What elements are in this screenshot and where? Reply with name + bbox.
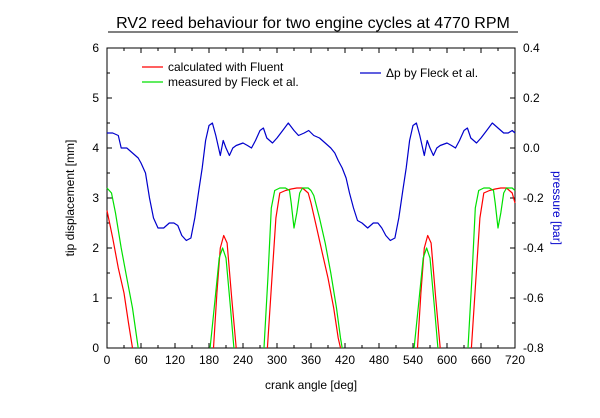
x-tick-label: 720 bbox=[505, 353, 525, 367]
x-axis-title: crank angle [deg] bbox=[265, 378, 357, 392]
y-right-tick-label: -0.2 bbox=[523, 191, 544, 205]
y-axis-left-title: tip displacement [mm] bbox=[63, 140, 77, 257]
y-left-tick-label: 3 bbox=[92, 191, 99, 205]
y-right-tick-label: -0.8 bbox=[523, 341, 544, 355]
series-fluent-line bbox=[266, 187, 342, 349]
x-tick-label: 240 bbox=[233, 353, 253, 367]
y-right-tick-label: 0.4 bbox=[523, 41, 540, 55]
y-right-tick-label: 0.0 bbox=[523, 141, 540, 155]
y-left-tick-label: 2 bbox=[92, 241, 99, 255]
plot-frame bbox=[106, 47, 516, 349]
series-fluent-line bbox=[470, 187, 516, 349]
series-measured-line bbox=[263, 187, 343, 349]
series-fluent-line bbox=[106, 210, 134, 349]
series-layer bbox=[106, 122, 516, 349]
series-pressure-line bbox=[107, 122, 516, 242]
series-measured-line bbox=[106, 187, 139, 349]
x-tick-label: 540 bbox=[403, 353, 423, 367]
y-axis-left: 0 1 2 3 4 5 6 bbox=[92, 41, 112, 355]
x-tick-label: 120 bbox=[165, 353, 185, 367]
x-tick-label: 600 bbox=[437, 353, 457, 367]
series-measured-line bbox=[467, 187, 516, 349]
chart-title: RV2 reed behaviour for two engine cycles… bbox=[116, 15, 510, 32]
legend-label-measured: measured by Fleck et al. bbox=[168, 75, 299, 89]
y-right-tick-label: 0.2 bbox=[523, 91, 540, 105]
legend-left: calculated with Fluent measured by Fleck… bbox=[142, 60, 299, 89]
x-tick-label: 420 bbox=[335, 353, 355, 367]
legend-label-fluent: calculated with Fluent bbox=[168, 60, 284, 74]
x-axis: 0 60 120 180 240 300 360 420 480 540 600 660 720 bbox=[104, 48, 525, 367]
x-tick-label: 180 bbox=[199, 353, 219, 367]
y-left-tick-label: 5 bbox=[92, 91, 99, 105]
series-fluent-line bbox=[212, 234, 237, 349]
y-left-tick-label: 0 bbox=[92, 341, 99, 355]
x-tick-label: 0 bbox=[104, 353, 111, 367]
series-measured-line bbox=[413, 247, 439, 349]
x-tick-label: 300 bbox=[267, 353, 287, 367]
series-measured-line bbox=[209, 247, 235, 349]
x-tick-label: 660 bbox=[471, 353, 491, 367]
y-left-tick-label: 6 bbox=[92, 41, 99, 55]
y-right-tick-label: -0.6 bbox=[523, 291, 544, 305]
x-tick-label: 480 bbox=[369, 353, 389, 367]
y-axis-right-title: pressure [bar] bbox=[550, 171, 564, 245]
y-left-tick-label: 1 bbox=[92, 291, 99, 305]
y-left-tick-label: 4 bbox=[92, 141, 99, 155]
y-right-tick-label: -0.4 bbox=[523, 241, 544, 255]
x-tick-label: 60 bbox=[134, 353, 148, 367]
y-axis-right: 0.4 0.2 0.0 -0.2 -0.4 -0.6 -0.8 bbox=[510, 41, 544, 355]
legend-right: Δp by Fleck et al. bbox=[360, 66, 478, 80]
legend-label-pressure: Δp by Fleck et al. bbox=[386, 66, 478, 80]
x-tick-label: 360 bbox=[301, 353, 321, 367]
series-fluent-line bbox=[416, 234, 441, 349]
